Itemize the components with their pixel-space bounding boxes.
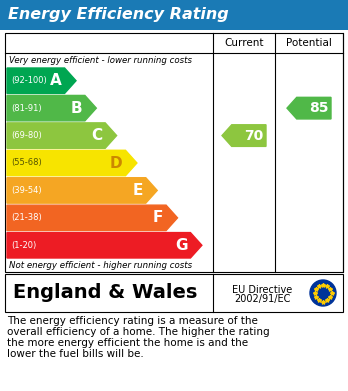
Text: (1-20): (1-20) <box>11 241 36 250</box>
Text: B: B <box>70 100 82 116</box>
Text: 2002/91/EC: 2002/91/EC <box>234 294 291 304</box>
Text: England & Wales: England & Wales <box>13 283 197 303</box>
Text: Current: Current <box>224 38 264 48</box>
Bar <box>5 33 343 272</box>
Text: (55-68): (55-68) <box>11 158 42 167</box>
Text: F: F <box>153 210 163 225</box>
Text: EU Directive: EU Directive <box>232 285 293 295</box>
Bar <box>5 274 343 312</box>
Text: D: D <box>110 156 122 170</box>
Text: 70: 70 <box>244 129 263 143</box>
Text: (39-54): (39-54) <box>11 186 42 195</box>
Bar <box>0 0 348 30</box>
Text: (81-91): (81-91) <box>11 104 42 113</box>
Text: Very energy efficient - lower running costs: Very energy efficient - lower running co… <box>9 56 192 65</box>
Text: the more energy efficient the home is and the: the more energy efficient the home is an… <box>7 338 248 348</box>
Text: The energy efficiency rating is a measure of the: The energy efficiency rating is a measur… <box>7 316 258 326</box>
Text: overall efficiency of a home. The higher the rating: overall efficiency of a home. The higher… <box>7 327 270 337</box>
Text: lower the fuel bills will be.: lower the fuel bills will be. <box>7 349 144 359</box>
Polygon shape <box>7 68 76 93</box>
Text: (69-80): (69-80) <box>11 131 42 140</box>
Circle shape <box>310 280 336 306</box>
Text: G: G <box>175 238 188 253</box>
Polygon shape <box>7 95 96 121</box>
Polygon shape <box>7 178 157 203</box>
Text: A: A <box>50 73 62 88</box>
Polygon shape <box>7 150 137 176</box>
Text: Potential: Potential <box>286 38 332 48</box>
Text: Not energy efficient - higher running costs: Not energy efficient - higher running co… <box>9 261 192 270</box>
Text: (21-38): (21-38) <box>11 213 42 222</box>
Text: 85: 85 <box>309 101 329 115</box>
Text: E: E <box>132 183 143 198</box>
Text: C: C <box>91 128 102 143</box>
Polygon shape <box>287 97 331 119</box>
Text: Energy Efficiency Rating: Energy Efficiency Rating <box>8 7 229 23</box>
Text: (92-100): (92-100) <box>11 76 47 85</box>
Polygon shape <box>7 123 117 148</box>
Polygon shape <box>222 125 266 146</box>
Polygon shape <box>7 233 202 258</box>
Polygon shape <box>7 205 177 231</box>
